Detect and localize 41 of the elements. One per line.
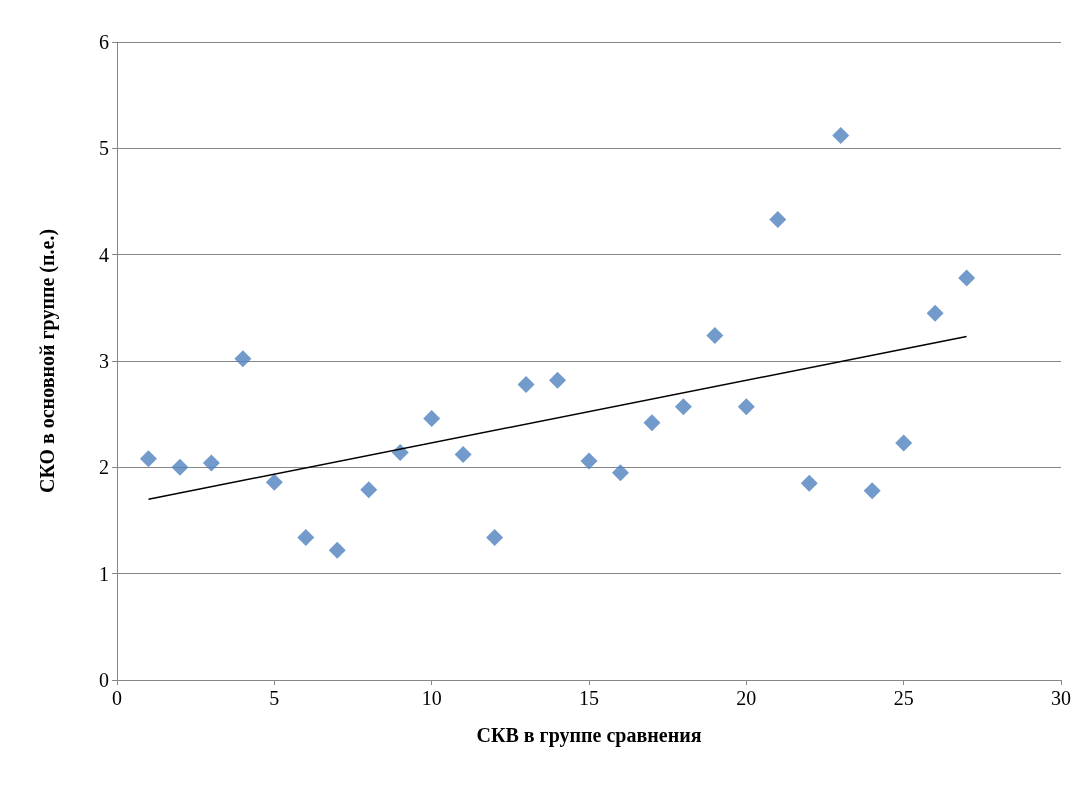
y-tick-label: 4 (99, 243, 109, 266)
point (958, 269, 976, 287)
point (202, 454, 220, 472)
y-tick-label: 5 (99, 137, 109, 160)
point (674, 398, 692, 416)
y-tick-label: 6 (99, 31, 109, 53)
point (517, 375, 535, 393)
point (706, 326, 724, 344)
point (769, 211, 787, 229)
point (328, 541, 346, 559)
point (139, 450, 157, 468)
y-tick-label: 2 (99, 456, 109, 479)
point (171, 458, 189, 476)
y-tick-label: 0 (99, 669, 109, 691)
x-tick-label: 25 (893, 687, 914, 709)
y-tick-label: 1 (99, 562, 109, 585)
point (643, 414, 661, 432)
point (265, 473, 283, 491)
y-tick-label: 3 (99, 350, 109, 372)
point (423, 409, 441, 427)
point (926, 304, 944, 322)
point (486, 529, 504, 547)
y-axis-title: СКО в основной группе (п.е.) (36, 228, 59, 494)
x-tick-label: 15 (579, 687, 599, 709)
point (737, 398, 755, 416)
point (895, 434, 913, 452)
point (454, 446, 472, 464)
point (549, 371, 567, 389)
x-tick-label: 10 (421, 687, 442, 709)
x-axis-title: СКВ в группе сравнения (476, 724, 702, 747)
point (360, 481, 378, 499)
x-tick-label: 20 (736, 687, 757, 709)
point (611, 464, 629, 482)
point (297, 529, 315, 547)
point (234, 350, 252, 368)
point (800, 474, 818, 492)
x-tick-label: 30 (1051, 687, 1071, 709)
point (863, 482, 881, 500)
point (832, 127, 850, 145)
x-tick-label: 5 (269, 687, 280, 709)
point (580, 452, 598, 470)
